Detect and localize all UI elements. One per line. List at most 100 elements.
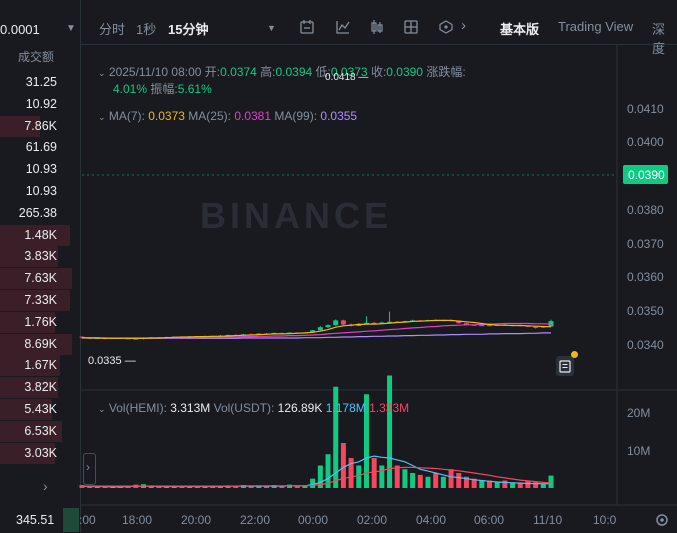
volume-legend: ⌄ Vol(HEMI): 3.313M Vol(USDT): 126.89K 1…: [98, 401, 409, 415]
candle-body: [379, 322, 385, 324]
ma99-label: MA(99):: [274, 109, 318, 123]
vol-hemi-value: 3.313M: [170, 401, 211, 415]
price-tick: 0.0340: [627, 338, 664, 352]
turnover-value: 10.92: [25, 96, 57, 111]
collapse-icon[interactable]: ⌄: [98, 112, 106, 122]
notification-dot: [571, 351, 578, 358]
trade-row: 3.83K: [0, 246, 79, 268]
gear-icon[interactable]: [652, 510, 672, 530]
time-tick: 06:00: [474, 513, 505, 527]
volume-bar: [494, 482, 500, 488]
trade-row: 1.67K: [0, 355, 79, 377]
scroll-left-button[interactable]: ›: [83, 453, 96, 485]
trade-row: 1.76K: [0, 311, 79, 333]
low-label: 低:: [315, 65, 331, 79]
volume-bar: [202, 486, 208, 488]
volume-bar: [540, 484, 546, 488]
trade-row: 1.48K: [0, 224, 79, 246]
ohlc-legend: ⌄ 2025/11/10 08:00 开:0.0374 高:0.0394 低:0…: [98, 63, 466, 80]
candle-body: [456, 320, 462, 324]
turnover-value: 5.43K: [24, 402, 57, 416]
volume-bar: [533, 482, 539, 488]
layout-icon[interactable]: [403, 19, 419, 35]
chart-panel: 分时 1秒 15分钟 ▼ › 基本版 Trading View 深度: [81, 0, 677, 532]
view-tradingview[interactable]: Trading View: [558, 19, 634, 34]
volume-bar: [179, 486, 185, 488]
volume-bar: [264, 485, 270, 488]
volume-bar: [333, 386, 339, 488]
amplitude-value: 5.61%: [177, 82, 212, 96]
trade-row: 8.69K: [0, 333, 79, 355]
price-tick: 0.0360: [627, 270, 664, 284]
indicator-icon[interactable]: [299, 19, 315, 35]
volume-bar: [340, 443, 346, 488]
chevron-right-icon[interactable]: ›: [461, 17, 466, 34]
depth-bar: [0, 333, 72, 355]
vol-axis-10m: 10M: [627, 444, 651, 458]
trade-row: 10.93: [0, 181, 79, 202]
dropdown-arrow-icon[interactable]: ▼: [267, 23, 276, 33]
volume-bar: [302, 485, 308, 488]
candle-settings-icon[interactable]: [369, 19, 385, 35]
volume-bar: [479, 480, 485, 488]
volume-bar: [510, 482, 516, 488]
depth-bar: [0, 420, 62, 442]
volume-bar: [525, 480, 531, 488]
interval-timeline[interactable]: 分时: [99, 22, 126, 37]
turnover-value: 3.03K: [24, 445, 57, 460]
trade-row: 7.86K: [0, 115, 79, 137]
candle-body: [533, 326, 539, 328]
volume-bar: [363, 394, 369, 488]
trade-row: 6.53K: [0, 420, 79, 442]
time-tick: 11/10: [533, 513, 563, 527]
depth-bar: [0, 290, 70, 311]
volume-bar: [502, 480, 508, 488]
precision-value[interactable]: 0.0001: [0, 22, 40, 37]
time-tick: 20:00: [181, 513, 212, 527]
drawing-icon[interactable]: [439, 20, 453, 34]
price-tick: 0.0350: [627, 304, 664, 318]
view-basic[interactable]: 基本版: [500, 22, 540, 37]
turnover-value: 1.67K: [24, 358, 57, 373]
ohlc-legend-line2: 4.01% 振幅:5.61%: [113, 80, 212, 97]
interval-15m[interactable]: 15分钟: [168, 22, 209, 37]
current-price-tag: 0.0390: [623, 165, 668, 184]
candle-body: [340, 320, 346, 325]
trade-row: 3.03K: [0, 442, 79, 464]
depth-bar: [0, 268, 72, 290]
close-value: 0.0390: [386, 65, 423, 79]
trades-panel: 0.0001 ▼ 成交额 31.25 10.92 7.86K 61.69 10.93 10…: [0, 0, 81, 532]
low-marker: 0.0335 —: [88, 355, 136, 367]
turnover-value: 1.48K: [24, 227, 57, 242]
chevron-right-icon[interactable]: ›: [43, 478, 48, 494]
notes-icon[interactable]: [556, 356, 574, 376]
volume-bar: [279, 486, 285, 488]
vol-ma-line: [82, 466, 552, 487]
line-chart-icon[interactable]: [335, 19, 351, 35]
candle-body: [325, 325, 331, 328]
ma25-label: MA(25):: [188, 109, 231, 123]
precision-dropdown-icon[interactable]: ▼: [66, 23, 76, 34]
turnover-value: 1.76K: [24, 314, 57, 329]
amplitude-label: 振幅:: [150, 82, 178, 96]
depth-bar: [0, 311, 55, 333]
collapse-icon[interactable]: ⌄: [98, 404, 106, 414]
price-tick: 0.0410: [627, 102, 664, 116]
price-tick: 0.0400: [627, 135, 664, 149]
volume-bar: [325, 454, 331, 488]
collapse-icon[interactable]: ⌄: [98, 68, 106, 78]
change-value: 4.01%: [113, 82, 148, 96]
trade-row: 7.63K: [0, 268, 79, 290]
trade-row: 5.43K: [0, 399, 79, 420]
interval-1s[interactable]: 1秒: [136, 22, 157, 37]
volume-bar: [394, 465, 400, 488]
price-tick: 0.0370: [627, 237, 664, 251]
depth-bar: [0, 224, 70, 246]
volume-bar: [387, 375, 393, 488]
volume-bar: [463, 476, 469, 488]
bottom-bar: [63, 508, 79, 532]
depth-bar: [0, 246, 58, 268]
vol-axis-20m: 20M: [627, 406, 651, 420]
time-tick: 02:00: [357, 513, 388, 527]
